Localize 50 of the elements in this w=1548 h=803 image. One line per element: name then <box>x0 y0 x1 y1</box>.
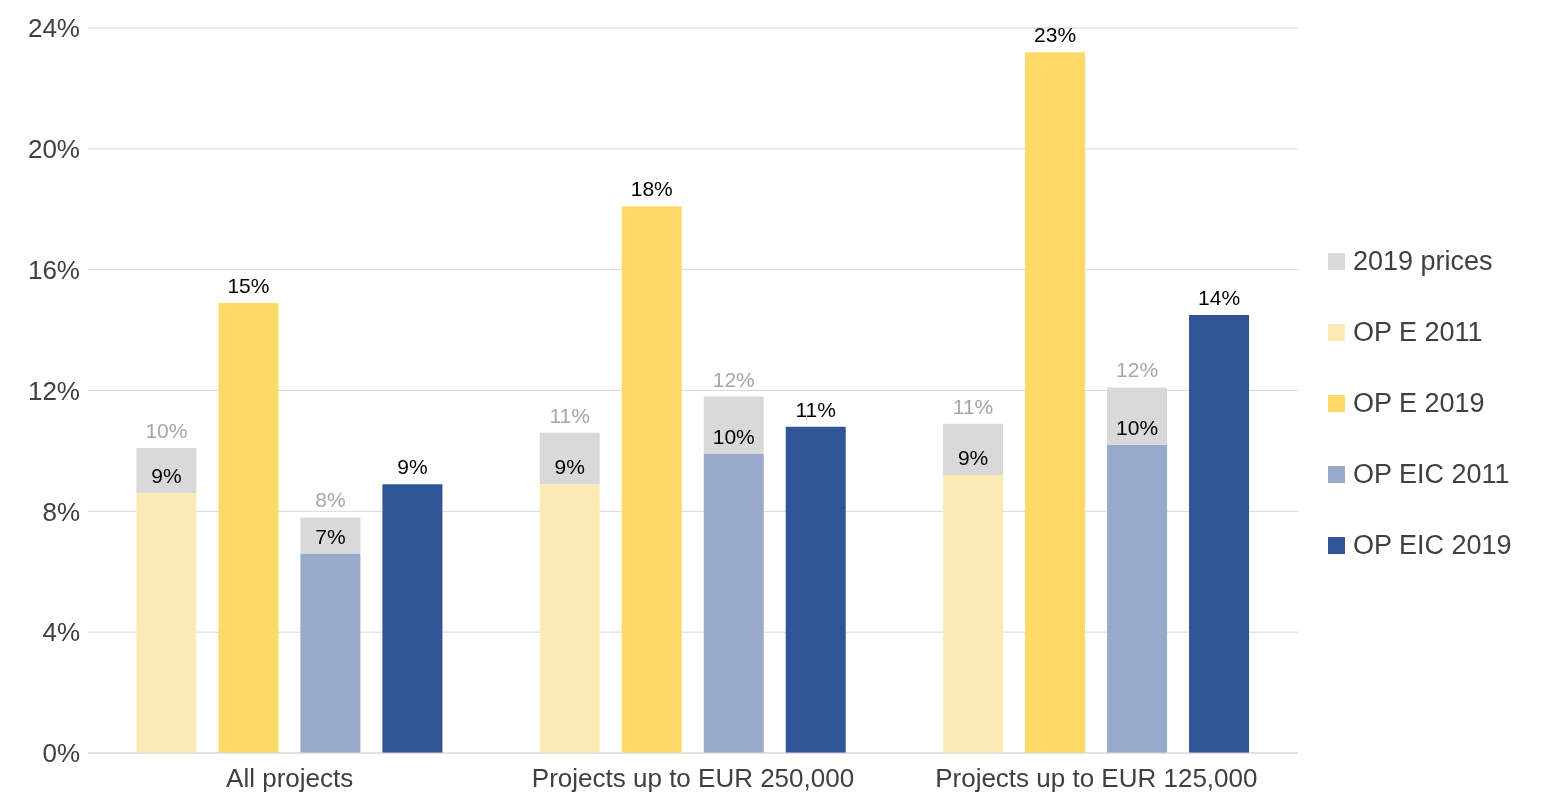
bar <box>703 453 764 753</box>
y-tick-label: 24% <box>27 13 80 44</box>
data-label: 15% <box>227 273 270 297</box>
bar <box>1025 52 1086 753</box>
data-label: 12% <box>1116 358 1159 382</box>
data-label: 18% <box>630 177 673 201</box>
bar <box>539 484 600 753</box>
data-label: 9% <box>151 464 182 488</box>
data-label: 12% <box>712 367 755 391</box>
data-label: 14% <box>1198 285 1241 309</box>
bar <box>1107 444 1168 753</box>
data-label: 9% <box>397 455 428 479</box>
y-tick-label: 20% <box>27 134 80 165</box>
data-label: 9% <box>957 446 989 470</box>
x-tick-label: Projects up to EUR 250,000 <box>531 763 855 794</box>
data-label: 10% <box>712 424 755 448</box>
x-tick-label: Projects up to EUR 125,000 <box>935 763 1258 794</box>
bar <box>300 553 361 753</box>
bar <box>1189 314 1250 753</box>
bar <box>621 206 682 753</box>
y-tick-label: 16% <box>27 254 80 285</box>
legend-label: 2019 prices <box>1353 245 1493 277</box>
bar <box>785 426 846 753</box>
data-label: 11% <box>549 403 590 427</box>
legend-label: OP E 2019 <box>1353 387 1485 419</box>
bar <box>136 493 197 753</box>
y-tick-label: 0% <box>42 738 80 769</box>
bar <box>943 475 1004 753</box>
data-label: 11% <box>952 394 994 418</box>
data-label: 9% <box>554 455 585 479</box>
legend-label: OP EIC 2011 <box>1353 458 1510 490</box>
bar <box>300 517 361 554</box>
bar <box>136 447 197 494</box>
legend-label: OP EIC 2019 <box>1353 529 1512 561</box>
bar <box>382 484 443 753</box>
y-tick-label: 8% <box>42 496 80 527</box>
bar <box>943 423 1004 476</box>
bar <box>218 302 279 753</box>
data-label: 10% <box>1116 415 1159 439</box>
data-label: 23% <box>1034 23 1077 47</box>
x-tick-label: All projects <box>226 763 354 794</box>
data-label: 11% <box>795 397 836 421</box>
bar <box>539 432 600 485</box>
data-label: 7% <box>315 524 346 548</box>
y-tick-label: 12% <box>27 375 80 406</box>
legend-label: OP E 2011 <box>1353 316 1483 348</box>
y-tick-label: 4% <box>42 617 80 648</box>
bar <box>703 396 764 454</box>
data-label: 10% <box>145 418 188 442</box>
data-label: 8% <box>315 488 346 512</box>
